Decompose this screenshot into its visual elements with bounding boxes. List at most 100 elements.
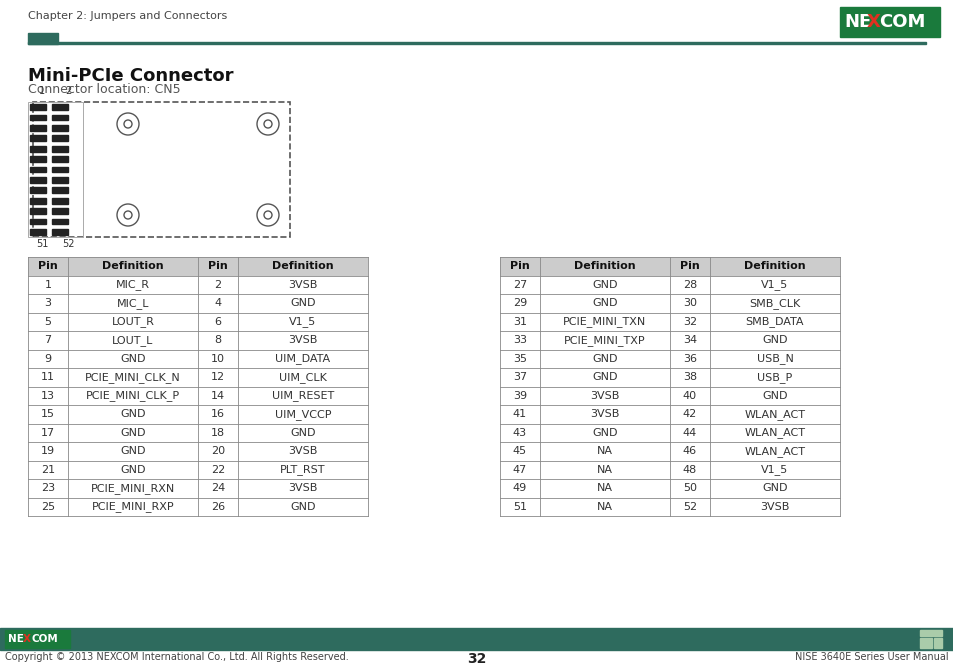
- Bar: [30, 187, 46, 193]
- Bar: [198, 497, 237, 516]
- Text: 33: 33: [513, 335, 526, 345]
- Bar: [68, 294, 198, 312]
- Text: 22: 22: [211, 465, 225, 474]
- Bar: [198, 423, 237, 442]
- Bar: [669, 442, 709, 460]
- Text: PCIE_MINI_RXP: PCIE_MINI_RXP: [91, 501, 174, 512]
- Bar: [669, 423, 709, 442]
- Text: GND: GND: [120, 353, 146, 364]
- Text: 49: 49: [513, 483, 527, 493]
- Bar: [499, 331, 539, 349]
- Bar: [30, 198, 46, 204]
- Bar: [539, 442, 669, 460]
- Text: PCIE_MINI_CLK_P: PCIE_MINI_CLK_P: [86, 390, 180, 401]
- Bar: [28, 497, 68, 516]
- Bar: [28, 102, 83, 237]
- Text: 47: 47: [513, 465, 527, 474]
- Bar: [237, 257, 368, 276]
- Text: 27: 27: [513, 280, 527, 290]
- Text: 3VSB: 3VSB: [288, 335, 317, 345]
- Text: 15: 15: [41, 409, 55, 419]
- Text: GND: GND: [592, 280, 618, 290]
- Text: 18: 18: [211, 428, 225, 437]
- Bar: [669, 312, 709, 331]
- Text: MIC_R: MIC_R: [116, 280, 150, 290]
- Bar: [68, 312, 198, 331]
- Text: GND: GND: [120, 428, 146, 437]
- Bar: [499, 257, 539, 276]
- Text: GND: GND: [290, 298, 315, 308]
- Bar: [198, 349, 237, 368]
- Bar: [28, 276, 68, 294]
- Bar: [198, 312, 237, 331]
- Text: PCIE_MINI_TXN: PCIE_MINI_TXN: [563, 317, 646, 327]
- Bar: [68, 497, 198, 516]
- Text: 3VSB: 3VSB: [590, 390, 619, 401]
- Text: 9: 9: [45, 353, 51, 364]
- Text: PCIE_MINI_TXP: PCIE_MINI_TXP: [563, 335, 645, 345]
- Bar: [30, 218, 46, 224]
- Bar: [52, 146, 68, 152]
- Bar: [933, 638, 941, 648]
- Bar: [919, 638, 931, 648]
- Text: USB_N: USB_N: [756, 353, 793, 364]
- Text: 5: 5: [45, 317, 51, 327]
- Text: UIM_RESET: UIM_RESET: [272, 390, 334, 401]
- Text: Copyright © 2013 NEXCOM International Co., Ltd. All Rights Reserved.: Copyright © 2013 NEXCOM International Co…: [5, 652, 349, 662]
- Text: PCIE_MINI_CLK_N: PCIE_MINI_CLK_N: [85, 372, 181, 382]
- Text: COM: COM: [878, 13, 924, 31]
- Bar: [30, 125, 46, 131]
- Bar: [499, 276, 539, 294]
- Bar: [68, 479, 198, 497]
- Bar: [30, 136, 46, 141]
- Bar: [52, 136, 68, 141]
- Text: 26: 26: [211, 502, 225, 512]
- Bar: [709, 497, 840, 516]
- Bar: [52, 198, 68, 204]
- Text: 36: 36: [682, 353, 697, 364]
- Text: V1_5: V1_5: [289, 317, 316, 327]
- Bar: [237, 423, 368, 442]
- Text: 7: 7: [45, 335, 51, 345]
- Bar: [237, 442, 368, 460]
- Bar: [669, 257, 709, 276]
- Text: Chapter 2: Jumpers and Connectors: Chapter 2: Jumpers and Connectors: [28, 11, 227, 21]
- Bar: [30, 167, 46, 172]
- Bar: [237, 349, 368, 368]
- Bar: [709, 257, 840, 276]
- Text: LOUT_R: LOUT_R: [112, 317, 154, 327]
- Bar: [919, 630, 941, 636]
- Bar: [0, 628, 953, 650]
- Bar: [499, 386, 539, 405]
- Bar: [539, 331, 669, 349]
- Text: GND: GND: [761, 483, 787, 493]
- Text: 34: 34: [682, 335, 697, 345]
- Text: 37: 37: [513, 372, 526, 382]
- Bar: [28, 405, 68, 423]
- Text: GND: GND: [120, 465, 146, 474]
- Bar: [669, 368, 709, 386]
- Text: 4: 4: [214, 298, 221, 308]
- Bar: [30, 229, 46, 235]
- Bar: [669, 497, 709, 516]
- Bar: [237, 331, 368, 349]
- Text: X: X: [23, 634, 30, 644]
- Text: 50: 50: [682, 483, 697, 493]
- Bar: [68, 349, 198, 368]
- Text: Definition: Definition: [272, 261, 334, 271]
- Text: 3VSB: 3VSB: [590, 409, 619, 419]
- Bar: [237, 460, 368, 479]
- Bar: [52, 187, 68, 193]
- Bar: [539, 276, 669, 294]
- Bar: [499, 497, 539, 516]
- Bar: [499, 312, 539, 331]
- Text: 30: 30: [682, 298, 697, 308]
- Bar: [539, 460, 669, 479]
- Bar: [709, 405, 840, 423]
- Text: 1: 1: [45, 280, 51, 290]
- Text: MIC_L: MIC_L: [116, 298, 149, 308]
- Text: 6: 6: [214, 317, 221, 327]
- Text: WLAN_ACT: WLAN_ACT: [743, 446, 804, 457]
- Text: 11: 11: [41, 372, 55, 382]
- Bar: [539, 349, 669, 368]
